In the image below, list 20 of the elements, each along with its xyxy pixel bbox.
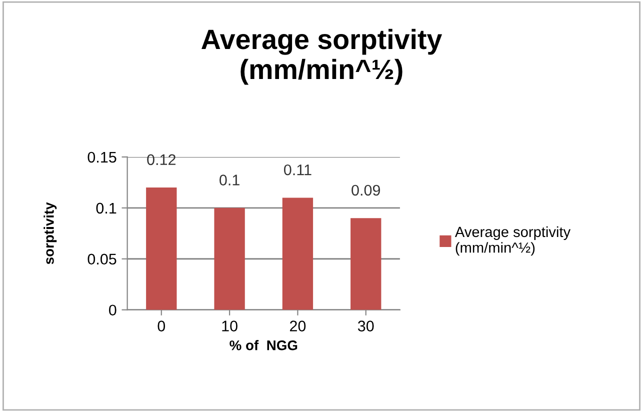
data-label: 0.1 [220,174,240,186]
bar [282,198,314,310]
y-axis-title: sorptivity [44,202,57,264]
bar [146,188,177,310]
y-tick-label: 0.1 [96,202,116,214]
x-tick-label: 0 [158,320,166,332]
x-tick-label: 10 [222,320,238,332]
data-label: 0.11 [284,164,312,176]
y-tick-label: 0.05 [88,254,116,265]
x-tick-label: 30 [358,320,374,332]
y-tick-label: 0 [109,304,116,316]
data-label: 0.09 [352,184,380,196]
x-axis-title: % of NGG [230,340,298,350]
x-tick-label: 20 [290,320,306,332]
y-tick-label: 0.15 [88,152,116,163]
bar [350,218,382,310]
legend-label: Average sorptivity (mm/min^½) [454,226,571,256]
chart-title: Average sorptivity (mm/min^½) [202,28,442,85]
bar [214,208,245,310]
data-label: 0.12 [147,154,176,166]
